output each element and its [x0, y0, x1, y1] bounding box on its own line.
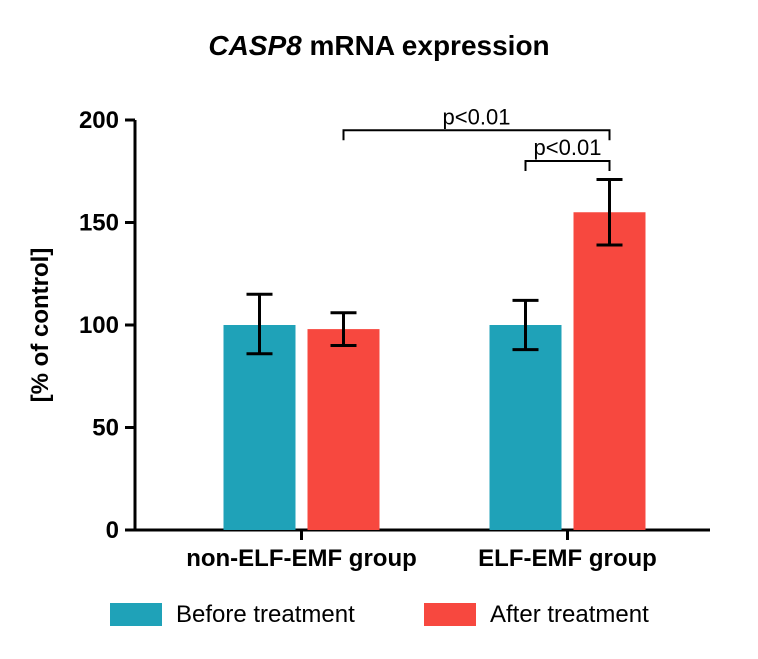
bar — [574, 212, 646, 530]
significance-label: p<0.01 — [534, 135, 602, 160]
y-tick-label: 200 — [79, 107, 119, 134]
chart-container: CASP8 mRNA expression 0 50 100 150 200 [% of c… — [0, 0, 758, 659]
legend-swatch — [424, 603, 476, 626]
significance-bracket — [526, 161, 610, 171]
bar — [490, 325, 562, 530]
legend-label: Before treatment — [176, 601, 355, 628]
y-axis-label: [% of control] — [27, 248, 54, 403]
y-tick-label: 100 — [79, 312, 119, 339]
bar — [308, 329, 380, 530]
bar — [224, 325, 296, 530]
chart-title: CASP8 mRNA expression — [208, 30, 549, 61]
y-tick-label: 0 — [106, 517, 119, 544]
bar-chart-svg: CASP8 mRNA expression 0 50 100 150 200 [% of c… — [0, 0, 758, 659]
significance-label: p<0.01 — [443, 104, 511, 129]
legend-label: After treatment — [490, 601, 649, 628]
x-group-label: non-ELF-EMF group — [186, 545, 417, 572]
legend-swatch — [110, 603, 162, 626]
x-group-label: ELF-EMF group — [478, 545, 657, 572]
y-tick-label: 150 — [79, 210, 119, 237]
y-tick-label: 50 — [92, 415, 119, 442]
